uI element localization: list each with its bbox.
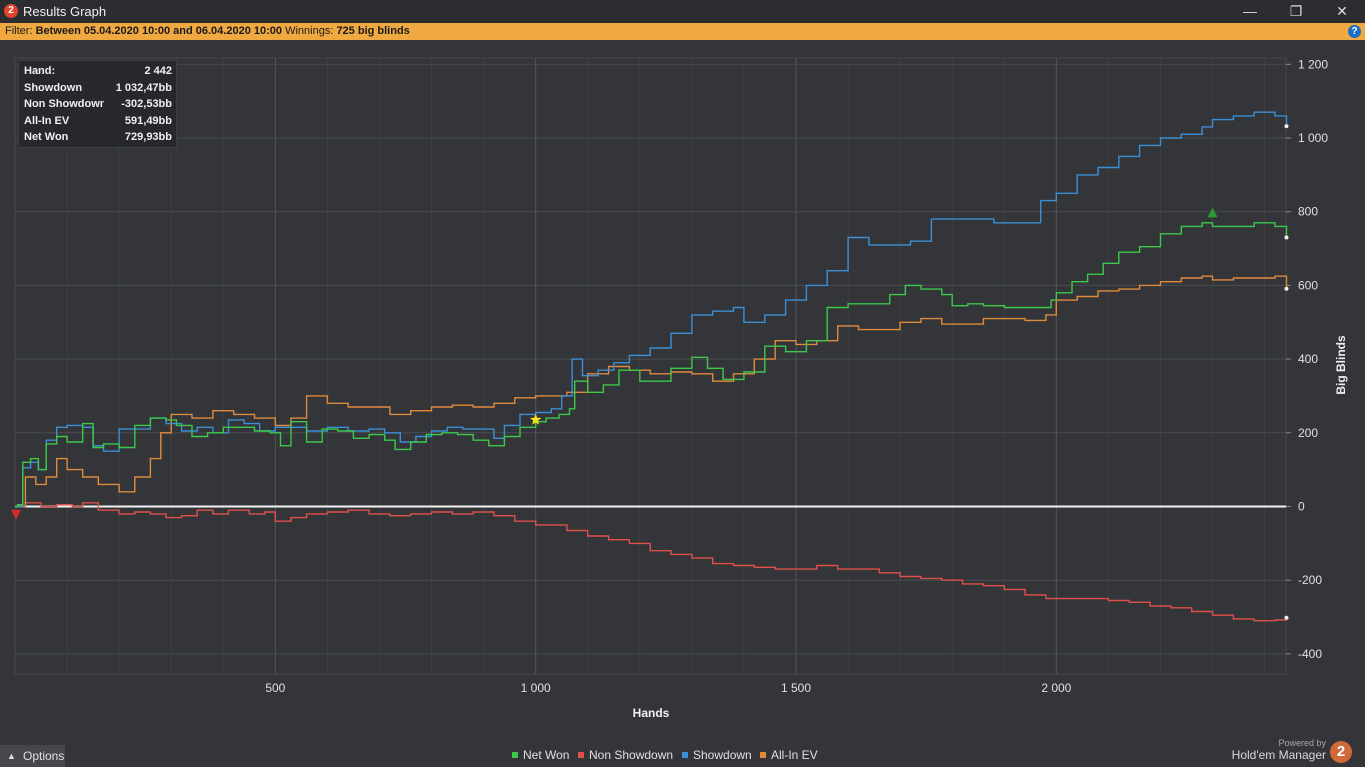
filter-range: Between 05.04.2020 10:00 and 06.04.2020 …: [35, 25, 283, 37]
legend-swatch-icon: [512, 752, 518, 758]
winnings-value: 725 big blinds: [336, 25, 410, 37]
x-tick-label: 1 000: [521, 681, 551, 695]
x-tick-label: 1 500: [781, 681, 811, 695]
x-tick-label: 2 000: [1041, 681, 1071, 695]
winnings-label: Winnings:: [285, 25, 334, 37]
series-end-dot: [1284, 124, 1289, 129]
min-marker-icon: [11, 509, 22, 520]
filter-label: Filter:: [5, 25, 33, 37]
help-icon[interactable]: ?: [1348, 25, 1361, 38]
y-axis-ticks: 1 200 1 000 800 600 400 200 0 -200 -400: [1286, 57, 1328, 661]
legend-showdown[interactable]: Showdown: [682, 747, 752, 763]
minimize-button[interactable]: —: [1243, 3, 1257, 19]
y-tick-label: 200: [1298, 426, 1318, 440]
star-marker-icon: [530, 413, 542, 425]
y-tick-label: 1 200: [1298, 57, 1328, 71]
plot-frame: [14, 57, 1287, 675]
filter-bar[interactable]: Filter: Between 05.04.2020 10:00 and 06.…: [0, 23, 1365, 40]
max-marker-icon: [1207, 207, 1218, 218]
restore-button[interactable]: ❐: [1289, 3, 1303, 19]
window-title: Results Graph: [23, 4, 107, 19]
series-end-dot: [1284, 615, 1289, 620]
tooltip-row: Showdown 1 032,47bb: [24, 82, 172, 94]
x-axis-label: Hands: [633, 706, 670, 720]
series-line-non-showdown: [15, 502, 1288, 622]
y-tick-label: 400: [1298, 352, 1318, 366]
filter-text: Filter: Between 05.04.2020 10:00 and 06.…: [5, 23, 410, 40]
series-line-showdown: [15, 111, 1288, 508]
tooltip-row: Non Showdown -302,53bb: [24, 98, 172, 110]
legend-swatch-icon: [682, 752, 688, 758]
tooltip-row: All-In EV 591,49bb: [24, 115, 172, 127]
chevron-up-icon: ▲: [7, 751, 16, 761]
x-axis-ticks: 500 1 000 1 500 2 000: [265, 681, 1071, 695]
product-name: Hold'em Manager: [1231, 748, 1326, 762]
y-axis-label: Big Blinds: [1334, 335, 1348, 395]
series-lines: [15, 111, 1289, 622]
legend-swatch-icon: [578, 752, 584, 758]
tooltip-row: Net Won 729,93bb: [24, 131, 172, 143]
y-tick-label: -200: [1298, 573, 1322, 587]
powered-by-text: Powered by: [1278, 738, 1326, 748]
hm2-logo-icon: 2: [1330, 741, 1352, 763]
results-chart[interactable]: 500 1 000 1 500 2 000 1 200 1 000 800 600 400 20…: [0, 40, 1365, 740]
chart-grid: [14, 57, 1287, 675]
legend-net-won[interactable]: Net Won: [512, 747, 569, 763]
options-button[interactable]: ▲ Options: [0, 745, 65, 767]
title-bar: 2 Results Graph — ❐ ✕: [0, 0, 1365, 23]
app-logo-icon: 2: [4, 4, 18, 18]
chart-markers: [11, 207, 1218, 520]
legend-non-showdown[interactable]: Non Showdown: [578, 747, 673, 763]
y-tick-label: -400: [1298, 647, 1322, 661]
tooltip-row: Hand: 2 442: [24, 65, 172, 77]
series-line-net-won: [15, 222, 1288, 508]
series-end-dot: [1284, 286, 1289, 291]
hover-tooltip: Hand: 2 442 Showdown 1 032,47bb Non Showdo…: [18, 60, 177, 148]
legend-all-in-ev[interactable]: All-In EV: [760, 747, 818, 763]
close-button[interactable]: ✕: [1336, 3, 1348, 19]
legend-swatch-icon: [760, 752, 766, 758]
y-tick-label: 0: [1298, 500, 1305, 514]
x-tick-label: 500: [265, 681, 285, 695]
y-tick-label: 600: [1298, 278, 1318, 292]
series-line-all-in-ev: [15, 275, 1288, 508]
series-end-dot: [1284, 235, 1289, 240]
y-tick-label: 800: [1298, 205, 1318, 219]
y-tick-label: 1 000: [1298, 131, 1328, 145]
